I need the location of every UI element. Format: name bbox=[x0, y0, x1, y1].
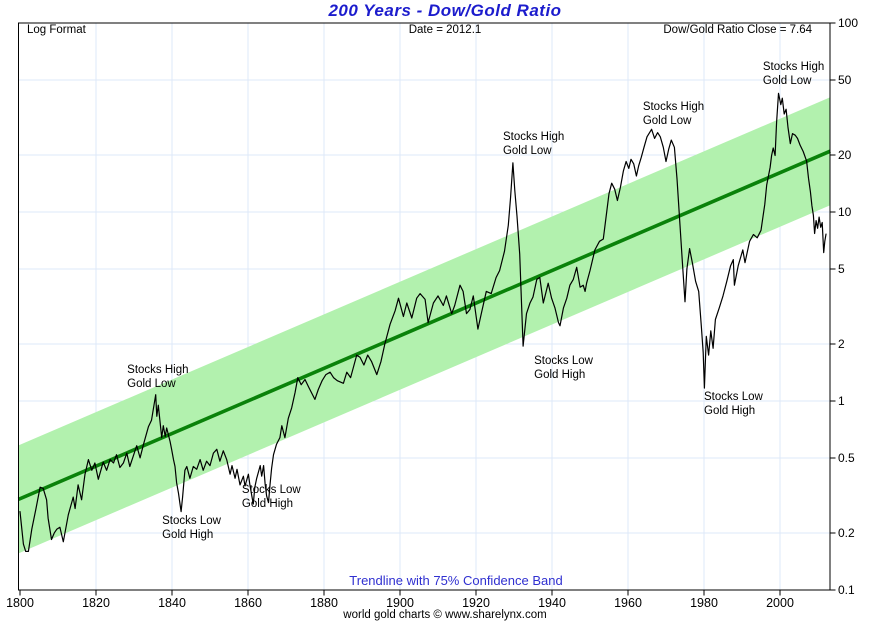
y-tick-label: 20 bbox=[838, 148, 852, 163]
x-tick-label: 1980 bbox=[690, 596, 718, 610]
y-tick-label: 5 bbox=[838, 261, 845, 276]
chart-annotation: Stocks Low Gold High bbox=[242, 483, 301, 511]
x-tick-label: 1940 bbox=[538, 596, 566, 610]
chart-annotation: Stocks Low Gold High bbox=[534, 354, 593, 382]
plot-border bbox=[18, 22, 831, 591]
chart-annotation: Stocks High Gold Low bbox=[127, 363, 188, 391]
chart-annotation-line: Stocks Low bbox=[162, 515, 221, 528]
chart-annotation-line: Stocks High bbox=[642, 101, 705, 114]
credit-label: world gold charts © www.sharelynx.com bbox=[343, 609, 547, 621]
chart-title: 200 Years - Dow/Gold Ratio bbox=[328, 1, 562, 20]
chart-annotation-line: Stocks Low bbox=[241, 484, 301, 497]
date-label: Date = 2012.1 bbox=[408, 24, 482, 36]
ratio-close-label: Dow/Gold Ratio Close = 7.64 bbox=[663, 24, 812, 36]
chart-annotation: Stocks High Gold Low bbox=[643, 100, 704, 128]
chart-annotation-line: Gold High bbox=[241, 498, 294, 511]
chart-annotation: Stocks Low Gold High bbox=[162, 514, 221, 542]
x-tick-label: 1840 bbox=[158, 596, 186, 610]
chart-annotation-line: Gold Low bbox=[502, 144, 552, 157]
chart-annotation-line: Stocks High bbox=[127, 363, 189, 376]
chart-annotation-line: Stocks Low bbox=[534, 355, 593, 368]
x-tick-label: 1820 bbox=[82, 596, 110, 610]
trend-line bbox=[17, 149, 831, 502]
chart-annotation-line: Gold Low bbox=[642, 115, 692, 128]
chart-annotation: Stocks High Gold Low bbox=[503, 130, 564, 158]
x-tick-label: 1960 bbox=[614, 596, 642, 610]
chart-annotation-line: Stocks High bbox=[762, 61, 825, 74]
chart-annotation: Stocks Low Gold High bbox=[704, 390, 763, 418]
x-tick-label: 1800 bbox=[6, 596, 34, 610]
chart-annotation-line: Gold High bbox=[162, 529, 214, 542]
x-tick-label: 1860 bbox=[234, 596, 262, 610]
y-tick-label: 1 bbox=[838, 394, 845, 408]
chart-annotation-line: Stocks High bbox=[502, 130, 565, 143]
chart-annotation-line: Gold Low bbox=[127, 377, 176, 390]
chart-annotation: Stocks High Gold Low bbox=[763, 60, 824, 88]
y-tick-label: 2 bbox=[838, 337, 845, 352]
y-tick-label: 10 bbox=[838, 205, 852, 219]
trendline-caption: Trendline with 75% Confidence Band bbox=[349, 573, 563, 588]
data-line bbox=[19, 92, 827, 553]
chart-annotation-line: Gold High bbox=[534, 369, 586, 382]
log-format-label: Log Format bbox=[27, 24, 86, 36]
y-tick-label: 0.1 bbox=[838, 583, 855, 597]
y-tick-label: 50 bbox=[838, 72, 852, 87]
y-tick-label: 0.5 bbox=[838, 450, 855, 465]
x-tick-label: 2000 bbox=[766, 596, 794, 610]
y-tick-label: 0.2 bbox=[838, 526, 855, 541]
chart-annotation-line: Gold Low bbox=[762, 75, 812, 88]
x-tick-label: 1900 bbox=[386, 596, 414, 610]
x-tick-label: 1920 bbox=[462, 596, 490, 610]
chart-annotation-line: Gold High bbox=[704, 405, 756, 418]
y-tick-label: 100 bbox=[838, 16, 859, 30]
chart-annotation-line: Stocks Low bbox=[704, 391, 763, 404]
x-tick-label: 1880 bbox=[310, 596, 338, 610]
